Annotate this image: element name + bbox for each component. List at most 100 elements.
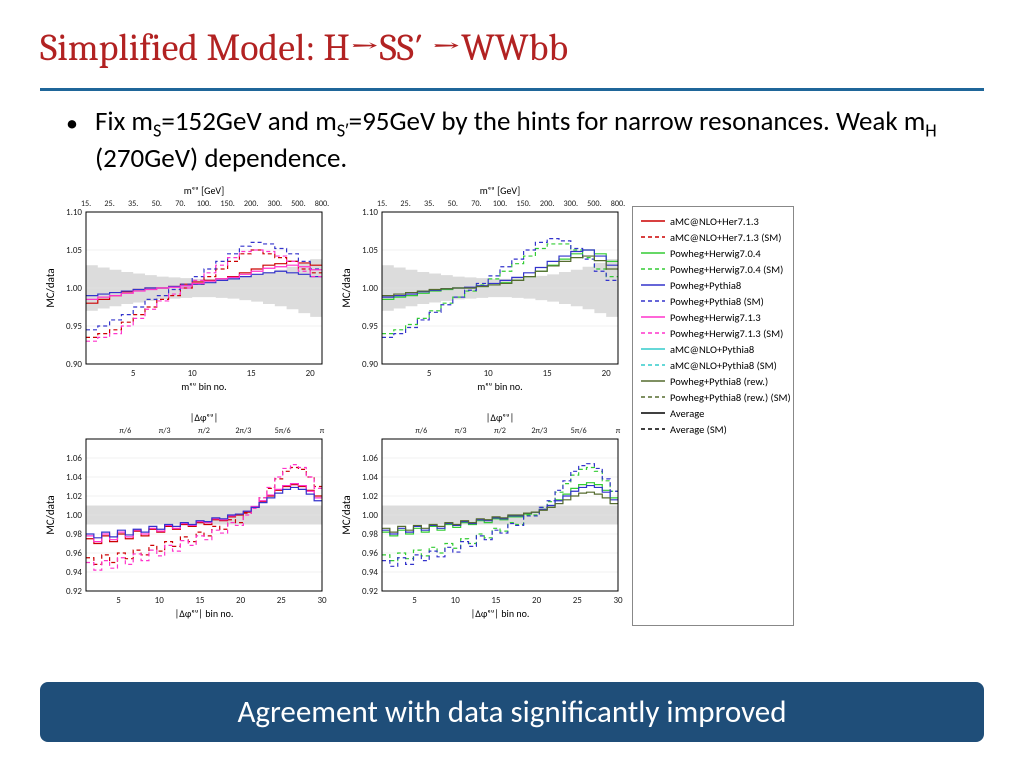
svg-text:5π/6: 5π/6 — [275, 426, 291, 436]
svg-text:0.95: 0.95 — [362, 321, 378, 332]
svg-text:1.02: 1.02 — [362, 491, 378, 502]
svg-text:25: 25 — [573, 595, 583, 606]
legend-item: aMC@NLO+Pythia8 — [641, 341, 785, 357]
title-rule — [40, 88, 984, 91]
svg-text:0.92: 0.92 — [66, 586, 82, 597]
legend-item: Average (SM) — [641, 421, 785, 437]
svg-text:20: 20 — [236, 595, 246, 606]
svg-text:1.10: 1.10 — [66, 207, 82, 218]
svg-text:200.: 200. — [540, 199, 555, 209]
svg-text:π: π — [320, 426, 325, 436]
svg-text:2π/3: 2π/3 — [531, 426, 547, 436]
svg-text:1.02: 1.02 — [66, 491, 82, 502]
svg-text:150.: 150. — [220, 199, 235, 209]
svg-text:|Δφᵉᵘ| bin no.: |Δφᵉᵘ| bin no. — [175, 607, 234, 620]
svg-text:300.: 300. — [564, 199, 579, 209]
svg-text:5π/6: 5π/6 — [571, 426, 587, 436]
legend-item: Powheg+Herwig7.1.3 (SM) — [641, 325, 785, 341]
svg-text:50.: 50. — [448, 199, 458, 209]
svg-text:0.96: 0.96 — [362, 548, 378, 559]
svg-text:MC/data: MC/data — [340, 268, 353, 307]
svg-text:25.: 25. — [400, 199, 410, 209]
legend-item: Powheg+Herwig7.0.4 — [641, 245, 785, 261]
svg-text:π/2: π/2 — [494, 426, 506, 436]
svg-text:35.: 35. — [424, 199, 434, 209]
svg-text:π: π — [616, 426, 621, 436]
svg-text:1.05: 1.05 — [66, 245, 82, 256]
svg-text:1.05: 1.05 — [362, 245, 378, 256]
svg-text:|Δφᵉᵘ| bin no.: |Δφᵉᵘ| bin no. — [471, 607, 530, 620]
svg-text:1.06: 1.06 — [362, 453, 378, 464]
legend-item: Powheg+Pythia8 (rew.) — [641, 373, 785, 389]
svg-text:15: 15 — [543, 368, 553, 379]
svg-text:|Δφᵉᵘ|: |Δφᵉᵘ| — [486, 411, 514, 424]
svg-text:10: 10 — [188, 368, 198, 379]
svg-text:0.90: 0.90 — [362, 359, 378, 370]
svg-text:0.94: 0.94 — [362, 567, 378, 578]
svg-text:MC/data: MC/data — [44, 268, 57, 307]
svg-text:1.04: 1.04 — [362, 472, 378, 483]
svg-text:5: 5 — [427, 368, 432, 379]
svg-text:10: 10 — [155, 595, 165, 606]
bullet-content: Fix mS=152GeV and mS′=95GeV by the hints… — [95, 105, 937, 175]
slide-title: Simplified Model: H→SS′ →WWbb — [40, 26, 984, 70]
svg-text:10: 10 — [451, 595, 461, 606]
svg-text:0.98: 0.98 — [362, 529, 378, 540]
svg-text:10: 10 — [484, 368, 494, 379]
legend-item: Powheg+Pythia8 (SM) — [641, 293, 785, 309]
legend-item: Powheg+Herwig7.0.4 (SM) — [641, 261, 785, 277]
svg-text:15: 15 — [247, 368, 257, 379]
svg-text:35.: 35. — [128, 199, 138, 209]
svg-text:200.: 200. — [244, 199, 259, 209]
svg-text:0.95: 0.95 — [66, 321, 82, 332]
svg-text:800.: 800. — [611, 199, 626, 209]
chart-panel-bottom-right: |Δφᵉᵘ|π/6π/3π/22π/35π/6π0.920.940.960.98… — [336, 411, 626, 626]
svg-text:mᵉᵘ bin no.: mᵉᵘ bin no. — [181, 380, 226, 393]
svg-text:1.00: 1.00 — [66, 510, 82, 521]
svg-text:5: 5 — [116, 595, 121, 606]
legend-box: aMC@NLO+Her7.1.3aMC@NLO+Her7.1.3 (SM)Pow… — [632, 206, 794, 626]
svg-text:π/6: π/6 — [415, 426, 427, 436]
svg-text:1.06: 1.06 — [66, 453, 82, 464]
chart-panel-top-right: mᵉᵘ [GeV]15.25.35.50.70.100.150.200.300.… — [336, 184, 626, 399]
svg-text:0.94: 0.94 — [66, 567, 82, 578]
svg-text:30: 30 — [613, 595, 623, 606]
svg-text:15: 15 — [195, 595, 205, 606]
svg-text:15: 15 — [491, 595, 501, 606]
svg-text:70.: 70. — [175, 199, 185, 209]
svg-text:100.: 100. — [197, 199, 212, 209]
charts-area: mᵉᵘ [GeV]15.25.35.50.70.100.150.200.300.… — [40, 184, 1024, 626]
svg-text:20: 20 — [602, 368, 612, 379]
svg-text:0.96: 0.96 — [66, 548, 82, 559]
svg-text:1.00: 1.00 — [362, 283, 378, 294]
legend-item: Powheg+Pythia8 — [641, 277, 785, 293]
svg-text:5: 5 — [131, 368, 136, 379]
svg-text:mᵉᵘ bin no.: mᵉᵘ bin no. — [477, 380, 522, 393]
svg-text:mᵉᵘ [GeV]: mᵉᵘ [GeV] — [184, 184, 224, 197]
svg-text:150.: 150. — [516, 199, 531, 209]
svg-text:1.10: 1.10 — [362, 207, 378, 218]
svg-text:2π/3: 2π/3 — [235, 426, 251, 436]
svg-text:20: 20 — [532, 595, 542, 606]
svg-text:0.98: 0.98 — [66, 529, 82, 540]
svg-text:π/3: π/3 — [159, 426, 171, 436]
svg-text:π/3: π/3 — [455, 426, 467, 436]
legend-item: aMC@NLO+Her7.1.3 — [641, 213, 785, 229]
legend-item: aMC@NLO+Pythia8 (SM) — [641, 357, 785, 373]
svg-text:25: 25 — [277, 595, 287, 606]
svg-text:300.: 300. — [268, 199, 283, 209]
svg-text:500.: 500. — [291, 199, 306, 209]
svg-text:π/2: π/2 — [198, 426, 210, 436]
svg-text:100.: 100. — [493, 199, 508, 209]
svg-text:800.: 800. — [315, 199, 330, 209]
svg-text:MC/data: MC/data — [340, 495, 353, 534]
legend-item: aMC@NLO+Her7.1.3 (SM) — [641, 229, 785, 245]
svg-text:15.: 15. — [377, 199, 387, 209]
legend-item: Powheg+Herwig7.1.3 — [641, 309, 785, 325]
chart-panel-bottom-left: |Δφᵉᵘ|π/6π/3π/22π/35π/6π0.920.940.960.98… — [40, 411, 330, 626]
svg-text:50.: 50. — [152, 199, 162, 209]
svg-text:25.: 25. — [104, 199, 114, 209]
conclusion-banner: Agreement with data significantly improv… — [40, 682, 984, 742]
svg-text:30: 30 — [317, 595, 327, 606]
legend-item: Average — [641, 405, 785, 421]
